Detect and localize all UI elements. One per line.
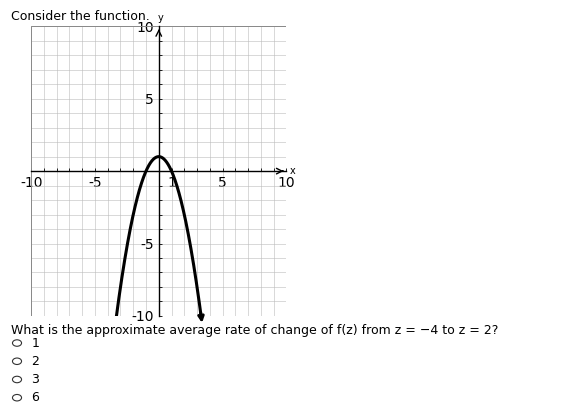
Text: Consider the function.: Consider the function.: [11, 10, 150, 23]
Text: 2: 2: [31, 355, 39, 368]
Text: y: y: [158, 13, 163, 23]
Text: 6: 6: [31, 391, 39, 404]
Text: 1: 1: [31, 337, 39, 350]
Text: x: x: [290, 166, 296, 176]
Text: What is the approximate average rate of change of f(z) from z = −4 to z = 2?: What is the approximate average rate of …: [11, 324, 499, 337]
Text: 3: 3: [31, 373, 39, 386]
